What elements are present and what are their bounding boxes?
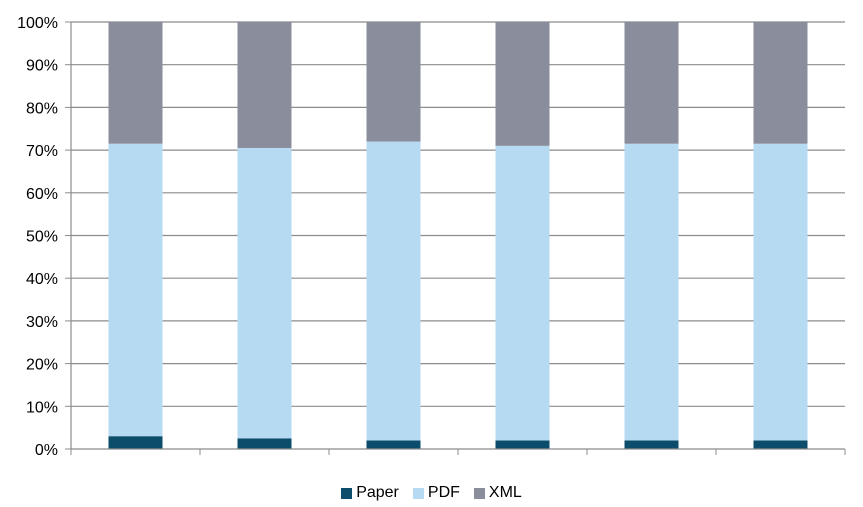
bar-segment-pdf bbox=[109, 144, 163, 436]
bar-segment-paper bbox=[625, 440, 679, 449]
y-tick-label: 70% bbox=[26, 143, 58, 160]
bar-segment-xml bbox=[754, 22, 808, 144]
legend-label-xml: XML bbox=[489, 484, 522, 502]
bar-segment-paper bbox=[238, 438, 292, 449]
y-tick-label: 30% bbox=[26, 314, 58, 331]
y-tick-label: 100% bbox=[17, 15, 58, 32]
y-tick-label: 80% bbox=[26, 100, 58, 117]
bar-segment-paper bbox=[367, 440, 421, 449]
bar-segment-pdf bbox=[754, 144, 808, 441]
legend-label-paper: Paper bbox=[356, 484, 399, 502]
legend-item-xml: XML bbox=[474, 484, 522, 502]
y-tick-label: 10% bbox=[26, 399, 58, 416]
bar-segment-pdf bbox=[367, 142, 421, 441]
legend-label-pdf: PDF bbox=[428, 484, 460, 502]
bar-segment-xml bbox=[367, 22, 421, 142]
legend-item-paper: Paper bbox=[341, 484, 399, 502]
bar-segment-pdf bbox=[496, 146, 550, 441]
gridlines bbox=[71, 22, 845, 406]
y-tick-label: 40% bbox=[26, 271, 58, 288]
y-tick-label: 90% bbox=[26, 58, 58, 75]
y-tick-label: 50% bbox=[26, 229, 58, 246]
legend: Paper PDF XML bbox=[0, 484, 863, 502]
bar-segment-xml bbox=[625, 22, 679, 144]
bar-segment-paper bbox=[109, 436, 163, 449]
y-tick-label: 20% bbox=[26, 357, 58, 374]
bar-segment-pdf bbox=[238, 148, 292, 438]
legend-swatch-pdf bbox=[413, 488, 424, 499]
y-axis-tick-labels: 0% 10% 20% 30% 40% 50% 60% 70% 80% 90% 100% bbox=[17, 15, 58, 459]
bar-segment-xml bbox=[238, 22, 292, 148]
legend-item-pdf: PDF bbox=[413, 484, 460, 502]
legend-swatch-xml bbox=[474, 488, 485, 499]
bar-segment-pdf bbox=[625, 144, 679, 441]
y-tick-label: 0% bbox=[35, 442, 58, 459]
bar-segment-xml bbox=[109, 22, 163, 144]
y-tick-label: 60% bbox=[26, 186, 58, 203]
bar-segment-xml bbox=[496, 22, 550, 146]
axes bbox=[65, 22, 845, 455]
bar-segment-paper bbox=[754, 440, 808, 449]
bar-segment-paper bbox=[496, 440, 550, 449]
legend-swatch-paper bbox=[341, 488, 352, 499]
